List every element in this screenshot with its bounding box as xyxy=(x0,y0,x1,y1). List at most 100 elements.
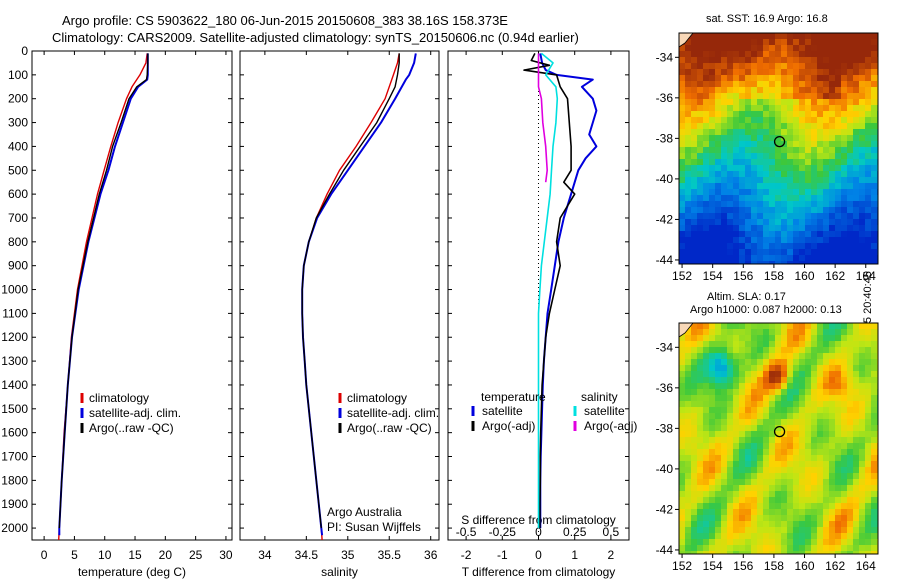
map-cell xyxy=(727,189,733,195)
map-cell xyxy=(871,353,877,359)
map-cell xyxy=(799,33,805,39)
map-cell xyxy=(745,365,751,371)
map-cell xyxy=(685,455,691,461)
map-cell xyxy=(715,377,721,383)
map-cell xyxy=(841,335,847,341)
map-cell xyxy=(793,171,799,177)
map-cell xyxy=(763,509,769,515)
map-cell xyxy=(739,159,745,165)
map-cell xyxy=(769,539,775,545)
map-cell xyxy=(769,51,775,57)
map-cell xyxy=(835,93,841,99)
map-cell xyxy=(787,183,793,189)
map-cell xyxy=(697,449,703,455)
map-cell xyxy=(835,123,841,129)
map-cell xyxy=(697,485,703,491)
map-cell xyxy=(787,75,793,81)
map-cell xyxy=(751,551,757,554)
map-cell xyxy=(733,551,739,554)
sla-map-title-line-2: Argo h1000: 0.087 h2000: 0.13 xyxy=(690,304,842,316)
sst-map-frame xyxy=(678,32,879,265)
map-cell xyxy=(727,461,733,467)
map-cell xyxy=(733,201,739,207)
map-cell xyxy=(871,545,877,551)
map-cell xyxy=(727,261,733,264)
map-cell xyxy=(739,329,745,335)
map-cell xyxy=(769,353,775,359)
map-cell xyxy=(757,87,763,93)
map-cell xyxy=(745,129,751,135)
map-cell xyxy=(727,33,733,39)
map-cell xyxy=(847,389,853,395)
map-cell xyxy=(757,491,763,497)
map-cell xyxy=(691,231,697,237)
map-cell xyxy=(691,425,697,431)
map-cell xyxy=(733,117,739,123)
map-cell xyxy=(733,437,739,443)
map-cell xyxy=(769,165,775,171)
map-cell xyxy=(847,237,853,243)
map-cell xyxy=(781,467,787,473)
map-cell xyxy=(733,183,739,189)
map-cell xyxy=(733,147,739,153)
map-cell xyxy=(859,81,865,87)
map-cell xyxy=(727,491,733,497)
map-cell xyxy=(709,401,715,407)
map-cell xyxy=(739,177,745,183)
map-cell xyxy=(817,491,823,497)
map-cell xyxy=(793,509,799,515)
map-cell xyxy=(865,347,871,353)
map-cell xyxy=(679,365,685,371)
map-cell xyxy=(793,485,799,491)
map-cell xyxy=(811,195,817,201)
y-tick-label: 2000 xyxy=(1,521,28,535)
map-cell xyxy=(745,479,751,485)
map-cell xyxy=(703,359,709,365)
map-cell xyxy=(829,69,835,75)
map-cell xyxy=(739,75,745,81)
map-cell xyxy=(697,261,703,264)
map-cell xyxy=(703,237,709,243)
map-cell xyxy=(871,33,877,39)
map-cell xyxy=(817,87,823,93)
map-cell xyxy=(751,249,757,255)
map-cell xyxy=(835,323,841,329)
map-cell xyxy=(871,413,877,419)
map-cell xyxy=(739,335,745,341)
map-cell xyxy=(769,455,775,461)
map-cell xyxy=(847,255,853,261)
map-cell xyxy=(697,443,703,449)
map-cell xyxy=(781,51,787,57)
map-cell xyxy=(787,153,793,159)
map-cell xyxy=(781,33,787,39)
map-cell xyxy=(829,177,835,183)
map-cell xyxy=(679,135,685,141)
map-cell xyxy=(745,81,751,87)
map-cell xyxy=(793,39,799,45)
map-cell xyxy=(847,443,853,449)
map-cell xyxy=(757,527,763,533)
map-cell xyxy=(817,57,823,63)
map-cell xyxy=(805,491,811,497)
map-cell xyxy=(703,467,709,473)
map-cell xyxy=(841,147,847,153)
map-cell xyxy=(757,33,763,39)
map-cell xyxy=(679,57,685,63)
map-cell xyxy=(727,255,733,261)
map-cell xyxy=(829,195,835,201)
map-cell xyxy=(865,467,871,473)
map-cell xyxy=(787,159,793,165)
map-cell xyxy=(703,183,709,189)
map-cell xyxy=(817,183,823,189)
map-cell xyxy=(697,533,703,539)
map-cell xyxy=(847,117,853,123)
map-cell xyxy=(763,111,769,117)
map-cell xyxy=(787,353,793,359)
map-cell xyxy=(817,165,823,171)
map-cell xyxy=(757,75,763,81)
map-cell xyxy=(865,93,871,99)
map-cell xyxy=(781,225,787,231)
map-cell xyxy=(871,461,877,467)
map-cell xyxy=(751,461,757,467)
map-cell xyxy=(841,533,847,539)
